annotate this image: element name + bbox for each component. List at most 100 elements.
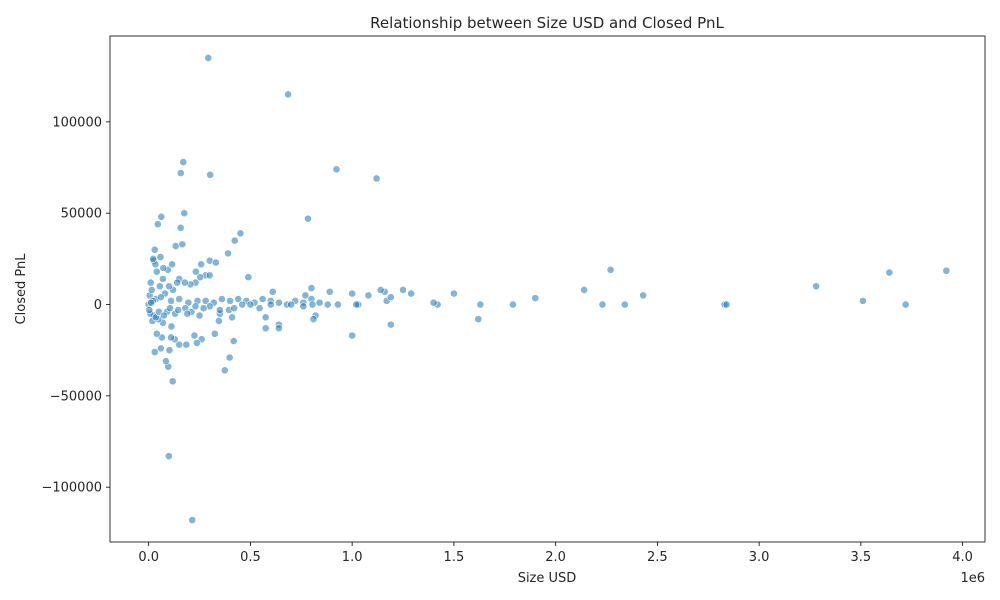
data-point [449,289,458,298]
data-point [308,300,317,309]
data-point [476,300,485,309]
data-point [304,214,312,223]
data-point [352,300,361,309]
x-tick-label: 0.5 [240,550,261,565]
data-point [153,220,162,229]
data-point [167,322,176,331]
data-point [266,300,275,309]
data-point [162,357,170,366]
data-point [147,286,156,294]
data-point [179,158,188,166]
chart-title: Relationship between Size USD and Closed… [370,14,724,32]
x-tick-label: 0.0 [138,550,159,565]
x-axis-ticks: 0.0 0.5 1.0 1.5 2.0 2.5 3.0 3.5 4.0 [138,542,973,565]
data-point [274,324,283,333]
data-point [261,324,270,333]
data-point [229,337,238,345]
x-tick-label: 1.0 [342,550,363,565]
data-point [160,311,168,320]
data-point [197,260,206,269]
data-point [183,309,192,318]
y-tick-label: 100000 [52,115,102,130]
data-point [224,249,232,258]
data-point [334,300,342,309]
x-tick-label: 4.0 [952,550,973,565]
data-point [901,300,910,309]
data-point [211,258,220,267]
data-point [157,212,166,221]
y-tick-label: −100000 [41,481,102,496]
data-point [859,296,867,305]
data-point [255,304,264,313]
data-point [531,294,540,303]
data-point [309,315,318,324]
data-point [509,300,517,309]
data-point [230,236,239,245]
data-point [399,286,407,294]
plot-frame [109,35,986,543]
data-point [364,291,373,300]
data-point [812,282,820,291]
data-point [159,264,168,272]
data-point [176,223,185,232]
data-point [474,315,483,324]
data-point [152,267,161,276]
data-point [228,313,236,322]
data-point [150,348,159,356]
data-point [429,298,438,307]
x-axis-offset-label: 1e6 [960,571,985,586]
data-point [386,293,395,302]
data-point [165,346,174,355]
data-point [214,317,223,325]
data-point [147,298,155,307]
data-point [156,253,165,261]
data-point [299,302,308,311]
data-point [156,344,165,353]
data-point [386,320,395,329]
data-point [885,268,894,277]
data-point [167,333,175,342]
data-point [155,282,164,291]
data-point [225,353,234,362]
data-point [145,306,154,314]
data-point [258,295,267,303]
data-point [188,516,197,524]
data-point [206,170,215,179]
data-point [325,287,334,296]
data-point [191,302,200,311]
data-point [159,275,167,283]
data-point [190,331,199,340]
data-point [234,295,243,303]
data-point [192,338,201,347]
data-point [287,300,295,309]
data-point [942,266,951,275]
y-axis-ticks: −100000 −50000 0 50000 100000 [41,115,110,496]
data-point [301,291,310,300]
data-point [620,300,629,309]
data-point [376,286,385,294]
data-point [180,209,189,218]
data-point [168,377,177,386]
data-point [268,287,277,296]
data-point [195,311,204,320]
data-point [407,289,416,298]
x-tick-label: 3.5 [851,550,872,565]
data-point [168,260,176,269]
data-points [144,54,951,524]
data-point [348,331,357,340]
data-point [173,278,182,287]
data-point [175,340,184,349]
data-point [238,300,247,309]
data-point [171,242,180,250]
x-tick-label: 1.5 [444,550,465,565]
data-point [348,289,357,298]
data-point [196,273,205,282]
data-point [146,278,155,287]
data-point [167,296,175,305]
data-point [606,265,615,274]
data-point [165,282,173,291]
data-point [598,300,607,309]
y-tick-label: 0 [94,298,102,313]
x-tick-label: 2.5 [647,550,668,565]
